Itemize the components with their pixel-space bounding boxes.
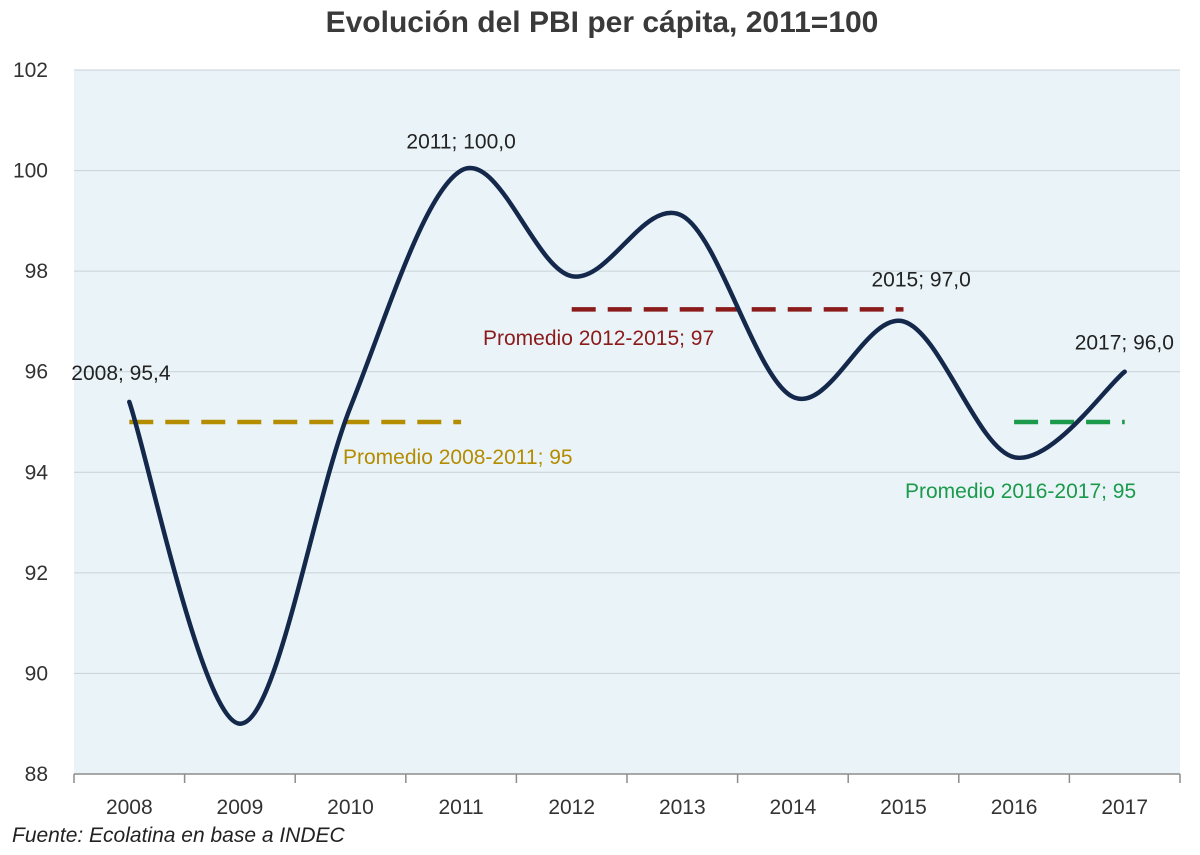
average-lines: Promedio 2008-2011; 95 Promedio 2012-2015… [129,307,1136,503]
average-label: Promedio 2016-2017; 95 [905,480,1136,503]
y-tick-label: 96 [25,361,48,384]
y-tick-label: 92 [25,562,48,585]
x-tick-label: 2011 [439,796,484,819]
series [127,165,1127,726]
data-labels: 2008; 95,4 2011; 100,0 2015; 97,0 2017; 96,… [71,131,1174,385]
average-label: Promedio 2012-2015; 97 [483,327,714,350]
y-tick-label: 94 [25,461,49,484]
data-label: 2011; 100,0 [406,131,515,154]
x-tick-label: 2014 [770,796,817,819]
series-line [127,165,1127,726]
average-label: Promedio 2008-2011; 95 [343,446,573,469]
data-label: 2008; 95,4 [71,362,171,385]
axes: 88 90 92 94 96 98 100 102 2008 2009 2010 2011 2012 20… [13,59,1181,819]
x-tick-label: 2010 [327,796,374,819]
data-label: 2017; 96,0 [1075,332,1174,355]
y-tick-label: 102 [13,59,48,82]
y-tick-label: 100 [13,160,48,183]
x-tick-label: 2015 [880,796,927,819]
grid [74,69,1180,674]
x-tick-label: 2016 [991,796,1038,819]
chart-title: Evolución del PBI per cápita, 2011=100 [326,6,879,39]
y-tick-label: 98 [25,260,48,283]
source-note: Fuente: Ecolatina en base a INDEC [12,824,346,847]
x-tick-label: 2017 [1101,796,1148,819]
x-tick-label: 2013 [659,796,706,819]
x-tick-label: 2009 [217,796,264,819]
x-tick-label: 2012 [548,796,595,819]
data-label: 2015; 97,0 [872,268,971,291]
y-tick-label: 90 [25,662,48,685]
x-tick-label: 2008 [106,796,153,819]
y-tick-label: 88 [25,763,48,786]
